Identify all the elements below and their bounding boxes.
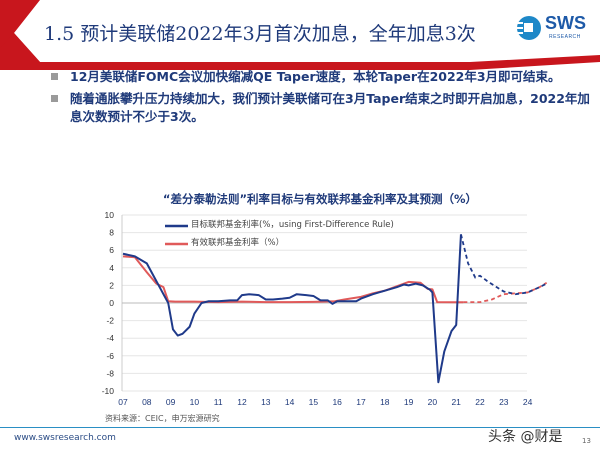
y-tick-label: -4 [106, 333, 114, 343]
x-tick-label: 23 [499, 397, 509, 407]
source-note: 资料来源：CEIC，申万宏源研究 [105, 414, 220, 423]
x-tick-label: 16 [332, 397, 342, 407]
y-tick-label: 6 [109, 245, 114, 255]
sws-logo: SWS RESEARCH [515, 13, 595, 41]
y-tick-label: -2 [106, 316, 114, 326]
x-tick-label: 08 [142, 397, 152, 407]
x-tick-label: 07 [118, 397, 128, 407]
series-line-0 [122, 234, 462, 384]
y-tick-label: -8 [106, 368, 114, 378]
x-tick-label: 22 [475, 397, 485, 407]
x-tick-label: 12 [237, 397, 247, 407]
page-number: 13 [582, 437, 591, 445]
y-tick-label: -10 [102, 386, 115, 396]
footer-url[interactable]: www.swsresearch.com [14, 433, 116, 443]
x-tick-label: 24 [523, 397, 533, 407]
x-tick-label: 14 [285, 397, 295, 407]
y-tick-label: 2 [109, 280, 114, 290]
legend-label-target: 目标联邦基金利率(%，using First-Difference Rule) [191, 220, 394, 230]
x-tick-label: 19 [404, 397, 414, 407]
bullet-item: 12月美联储FOMC会议加快缩减QE Taper速度，本轮Taper在2022年… [48, 68, 593, 86]
logo-icon [515, 16, 541, 40]
bullet-square-icon [51, 95, 58, 102]
x-tick-label: 21 [451, 397, 461, 407]
bullet-text: 12月美联储FOMC会议加快缩减QE Taper速度，本轮Taper在2022年… [70, 69, 561, 84]
footer-divider [0, 427, 600, 428]
x-tick-label: 18 [380, 397, 390, 407]
logo-text: SWS [545, 13, 587, 33]
header-decoration [0, 0, 600, 70]
x-tick-label: 09 [166, 397, 176, 407]
y-tick-label: -6 [106, 351, 114, 361]
watermark: 头条 @财是 [488, 429, 563, 445]
x-tick-label: 20 [428, 397, 438, 407]
y-tick-label: 10 [105, 210, 115, 220]
x-tick-label: 13 [261, 397, 271, 407]
logo-subtext: RESEARCH [549, 34, 581, 40]
y-tick-label: 8 [109, 228, 114, 238]
x-tick-label: 11 [214, 397, 223, 407]
x-tick-label: 17 [356, 397, 366, 407]
bullet-text: 随着通胀攀升压力持续加大，我们预计美联储可在3月Taper结束之时即开启加息，2… [70, 91, 590, 124]
bullet-list: 12月美联储FOMC会议加快缩减QE Taper速度，本轮Taper在2022年… [48, 68, 593, 130]
page-title: 1.5 预计美联储2022年3月首次加息，全年加息3次 [44, 23, 476, 45]
series-forecast-line-0 [460, 234, 548, 296]
bullet-square-icon [51, 73, 58, 80]
y-tick-label: 4 [109, 263, 114, 273]
legend-label-effective: 有效联邦基金利率（%） [191, 238, 285, 248]
y-tick-label: 0 [109, 298, 114, 308]
x-tick-label: 10 [190, 397, 200, 407]
x-tick-label: 15 [309, 397, 319, 407]
bullet-item: 随着通胀攀升压力持续加大，我们预计美联储可在3月Taper结束之时即开启加息，2… [48, 90, 593, 126]
chart-title: “差分泰勒法则”利率目标与有效联邦基金利率及其预测（%） [162, 192, 478, 206]
